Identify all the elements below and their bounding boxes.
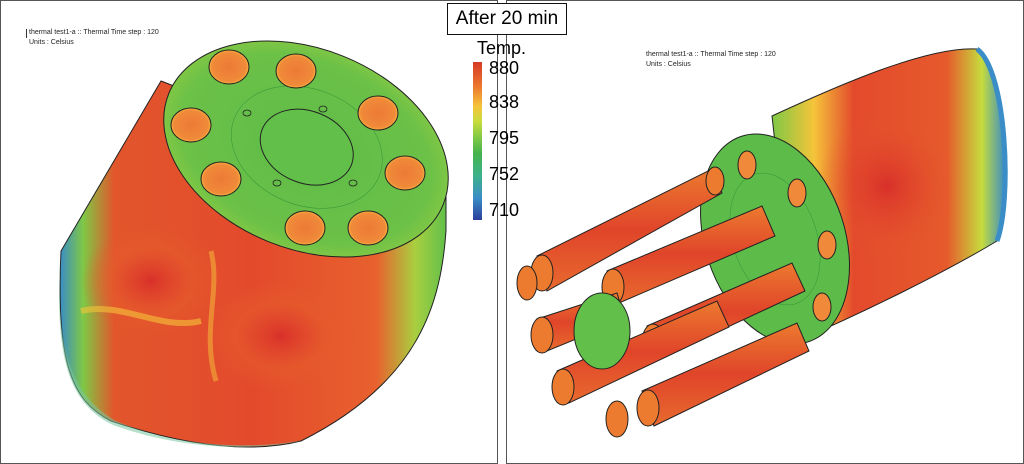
legend-tick: 795 [489, 128, 520, 148]
bolt-hole [347, 210, 389, 246]
center-bore [259, 108, 354, 186]
right-view-panel: thermal test1-a :: Thermal Time step : 1… [506, 0, 1024, 464]
view-title: After 20 min [447, 3, 567, 35]
legend-tick: 710 [489, 200, 520, 220]
right-info-block: thermal test1-a :: Thermal Time step : 1… [646, 50, 776, 70]
right-model-render [516, 46, 1008, 438]
cylinder-hot-zone [817, 111, 957, 261]
bolt-hole [284, 210, 326, 246]
left-info-line1: thermal test1-a :: Thermal Time step : 1… [29, 29, 159, 36]
flange-hole [812, 292, 832, 322]
bolt-holes [170, 49, 426, 246]
center-shaft-end [573, 292, 631, 370]
flange-hole [787, 178, 807, 208]
info-bar [26, 29, 27, 38]
bolt-hole [384, 155, 426, 191]
legend-tick: 880 [489, 58, 520, 78]
rods [516, 166, 810, 438]
flange-hole [737, 150, 757, 180]
flange-hole [817, 230, 837, 260]
cylinder-cool-edge [975, 46, 1008, 242]
hot-spot-2 [206, 281, 356, 391]
rod-end [636, 389, 660, 427]
right-info-line2: Units : Celsius [646, 61, 691, 68]
legend-title: Temp. [477, 38, 527, 58]
right-info-line1: thermal test1-a :: Thermal Time step : 1… [646, 51, 776, 58]
left-model-render [59, 40, 449, 448]
yellow-band [80, 305, 202, 327]
bolt-hole [357, 95, 399, 131]
legend-tick: 752 [489, 164, 520, 184]
top-flange [163, 40, 449, 258]
bolt-hole [170, 107, 212, 143]
bolt-hole [275, 53, 317, 89]
inner-ring [230, 85, 383, 209]
rod-end [705, 166, 725, 196]
left-view-panel: thermal test1-a :: Thermal Time step : 1… [0, 0, 498, 464]
legend-tick: 838 [489, 92, 520, 112]
rod-end [605, 400, 629, 438]
bolt-hole [208, 49, 250, 85]
rod-end [530, 316, 554, 354]
left-info-block: thermal test1-a :: Thermal Time step : 1… [26, 28, 159, 48]
flange-holes [737, 150, 837, 322]
bolt-hole [200, 161, 242, 197]
small-holes [242, 105, 358, 187]
rod-end [516, 265, 538, 301]
yellow-band-2 [207, 250, 219, 382]
rod-end [551, 368, 575, 406]
temperature-colorbar [473, 62, 482, 220]
left-info-line2: Units : Celsius [29, 39, 74, 46]
